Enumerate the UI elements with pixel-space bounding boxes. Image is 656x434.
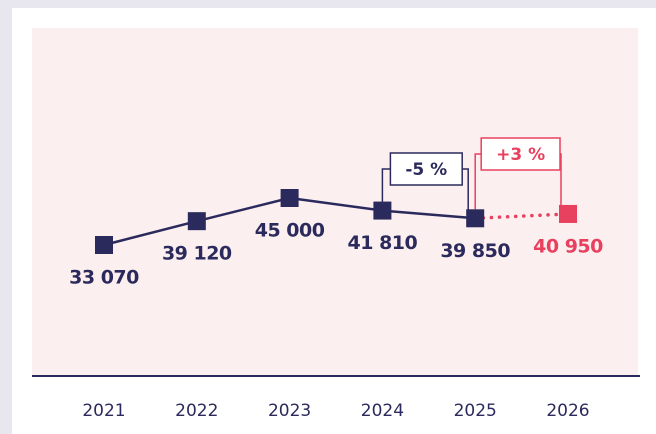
x-tick-label: 2021 xyxy=(82,401,125,421)
annotation-box xyxy=(480,137,561,171)
annotation-bracket xyxy=(381,168,391,202)
marker xyxy=(466,209,485,228)
annotation-bracket xyxy=(462,168,469,213)
data-label: 41 810 xyxy=(348,232,418,254)
annotation-label: +3 % xyxy=(496,145,545,165)
x-tick-label: 2023 xyxy=(268,401,311,421)
forecast-line xyxy=(473,212,570,221)
annotation-label: -5 % xyxy=(405,160,447,180)
annotation-box xyxy=(389,152,463,186)
marker xyxy=(559,204,577,223)
marker xyxy=(95,236,113,254)
x-tick-label: 2026 xyxy=(546,401,589,421)
marker xyxy=(187,212,206,231)
data-label: 40 950 xyxy=(533,235,603,257)
data-label: 39 850 xyxy=(440,240,510,262)
x-tick-label: 2022 xyxy=(175,401,218,421)
line-segment xyxy=(196,196,290,223)
data-label: 45 000 xyxy=(255,220,325,242)
line-segment xyxy=(289,196,383,212)
plot-area xyxy=(32,28,638,376)
marker xyxy=(280,189,299,207)
annotation-bracket xyxy=(474,153,482,210)
data-label: 39 120 xyxy=(162,243,232,265)
data-label: 33 070 xyxy=(69,267,139,289)
x-tick-label: 2024 xyxy=(361,401,404,421)
marker xyxy=(373,201,392,220)
line-segment xyxy=(382,209,476,220)
x-tick-label: 2025 xyxy=(454,401,497,421)
line-segment xyxy=(103,219,198,247)
